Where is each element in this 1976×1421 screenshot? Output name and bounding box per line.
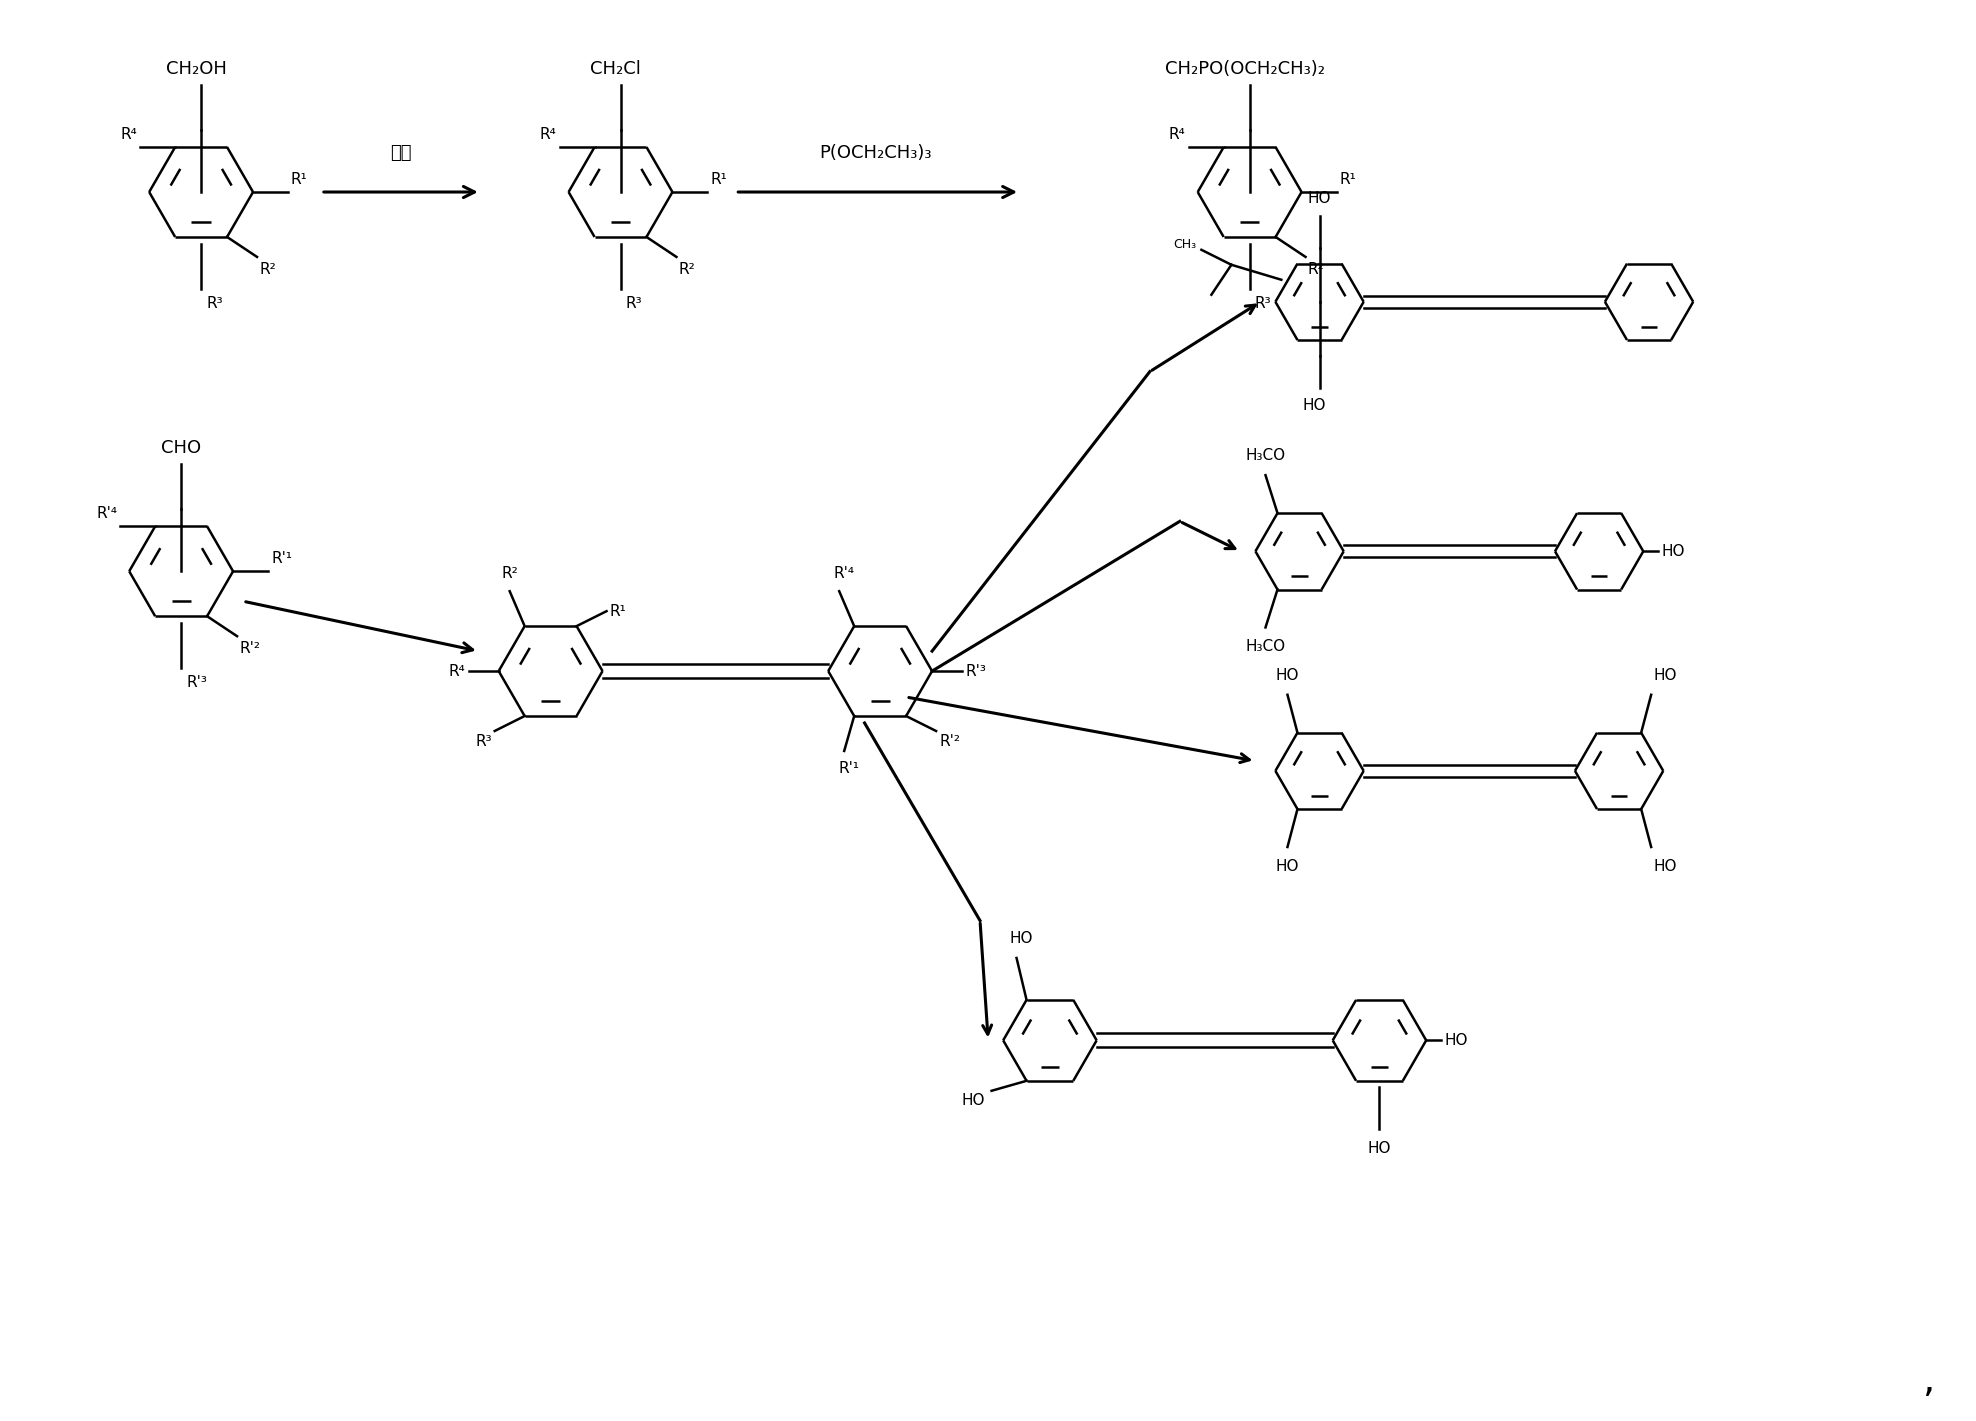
Text: CH₃: CH₃: [1174, 239, 1195, 252]
Text: R'³: R'³: [964, 664, 986, 679]
Text: R¹: R¹: [609, 604, 626, 618]
Text: R'¹: R'¹: [271, 551, 292, 567]
Text: R'¹: R'¹: [838, 760, 860, 776]
Text: R²: R²: [1308, 261, 1324, 277]
Text: HO: HO: [1654, 668, 1678, 682]
Text: CHO: CHO: [162, 439, 202, 458]
Text: HO: HO: [1308, 190, 1332, 206]
Text: H₃CO: H₃CO: [1245, 448, 1286, 463]
Text: R²: R²: [259, 261, 277, 277]
Text: HO: HO: [1010, 931, 1033, 946]
Text: HO: HO: [1654, 858, 1678, 874]
Text: R³: R³: [474, 735, 492, 749]
Text: R⁴: R⁴: [121, 126, 136, 142]
Text: R⁴: R⁴: [449, 664, 466, 679]
Text: R²: R²: [678, 261, 696, 277]
Text: HO: HO: [1302, 398, 1326, 414]
Text: ,: ,: [1923, 1361, 1935, 1398]
Text: HO: HO: [1367, 1141, 1391, 1155]
Text: R'⁴: R'⁴: [834, 566, 856, 581]
Text: R³: R³: [206, 296, 223, 311]
Text: R³: R³: [1255, 296, 1271, 311]
Text: R²: R²: [502, 566, 518, 581]
Text: R³: R³: [626, 296, 642, 311]
Text: 氯代: 氯代: [389, 144, 411, 162]
Text: HO: HO: [1662, 544, 1686, 558]
Text: R¹: R¹: [290, 172, 308, 188]
Text: R⁴: R⁴: [1170, 126, 1186, 142]
Text: CH₂PO(OCH₂CH₃)₂: CH₂PO(OCH₂CH₃)₂: [1164, 60, 1324, 78]
Text: CH₂Cl: CH₂Cl: [591, 60, 640, 78]
Text: R'³: R'³: [186, 675, 207, 691]
Text: HO: HO: [1276, 668, 1300, 682]
Text: HO: HO: [1444, 1033, 1468, 1047]
Text: R¹: R¹: [1340, 172, 1356, 188]
Text: R⁴: R⁴: [539, 126, 557, 142]
Text: H₃CO: H₃CO: [1245, 639, 1286, 655]
Text: CH₂OH: CH₂OH: [166, 60, 227, 78]
Text: R'²: R'²: [939, 735, 960, 749]
Text: P(OCH₂CH₃)₃: P(OCH₂CH₃)₃: [818, 144, 931, 162]
Text: HO: HO: [960, 1093, 984, 1108]
Text: R¹: R¹: [711, 172, 727, 188]
Text: HO: HO: [1276, 858, 1300, 874]
Text: R'⁴: R'⁴: [97, 506, 117, 522]
Text: R'²: R'²: [239, 641, 261, 657]
